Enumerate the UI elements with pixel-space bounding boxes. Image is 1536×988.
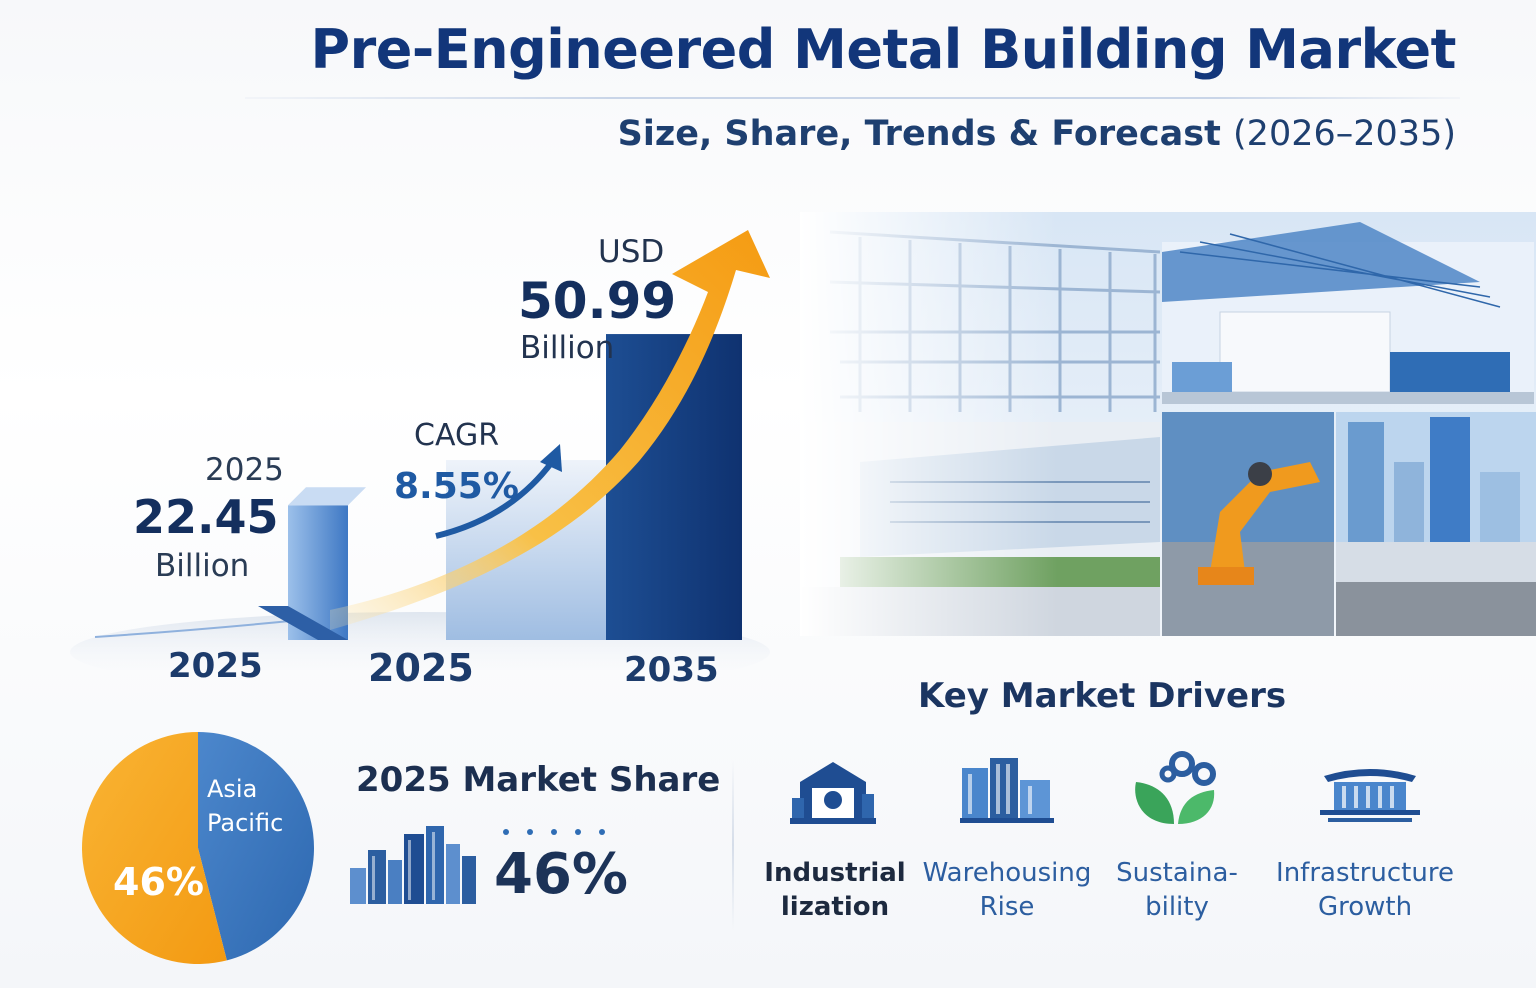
pie-slice-label: Asia Pacific [207,775,284,837]
driver-label-line: lization [780,892,890,922]
driver-label-infrastructure: Infrastructure Growth [1270,856,1460,924]
baseline-curve [94,619,301,638]
building-photo-collage [800,212,1536,636]
driver-label-industrialization: Industrial lization [760,856,910,924]
section-divider [732,760,734,930]
trend-arrow [330,230,770,630]
driver-label-warehousing: Warehousing Rise [922,856,1092,924]
bar-base-0 [258,606,348,640]
skyline-icon [350,826,476,904]
start-year-label: 2025 [205,452,284,488]
cagr-arrow [435,460,555,539]
subtitle-years: (2026–2035) [1233,114,1456,154]
pie-slice-0 [198,732,314,961]
title-divider [245,97,1460,99]
warehouse-icon [960,758,1054,823]
drivers-title: Key Market Drivers [918,676,1287,716]
growth-chart [70,230,770,670]
dots-decoration [503,829,605,835]
end-currency-label: USD [598,234,665,270]
page-title: Pre-Engineered Metal Building Market [310,18,1457,81]
factory-icon [790,762,876,824]
driver-label-line: Rise [979,892,1035,922]
cagr-value: 8.55% [394,466,519,507]
driver-label-sustainability: Sustaina- bility [1106,856,1248,924]
driver-label-line: Infrastructure [1276,858,1454,888]
start-value-label: 22.45 [133,490,279,544]
market-share-value: 46% [494,842,629,907]
x-tick-label: 2025 [168,646,263,686]
cagr-arrowhead [540,444,562,472]
start-unit-label: Billion [155,548,250,584]
driver-label-line: Industrial [764,858,906,888]
pie-slice-1 [81,732,227,964]
x-tick-label: 2035 [624,650,719,690]
market-share-pie [81,732,314,964]
bar-top-0 [288,487,366,506]
driver-label-line: Warehousing [922,858,1092,888]
subtitle-text: Size, Share, Trends & Forecast [617,114,1221,154]
x-tick-label: 2025 [368,646,474,690]
driver-label-line: bility [1145,892,1209,922]
end-value-label: 50.99 [518,272,677,330]
leaf-gears-icon [1135,751,1216,824]
page-subtitle: Size, Share, Trends & Forecast (2026–203… [618,114,1456,154]
end-unit-label: Billion [520,330,615,366]
driver-label-line: Growth [1317,892,1413,922]
driver-label-line: Sustaina- [1116,858,1238,888]
terminal-building-icon [1320,769,1420,822]
pie-slice-value: 46% [113,860,204,904]
cagr-label: CAGR [414,418,500,453]
market-share-title: 2025 Market Share [356,760,721,800]
